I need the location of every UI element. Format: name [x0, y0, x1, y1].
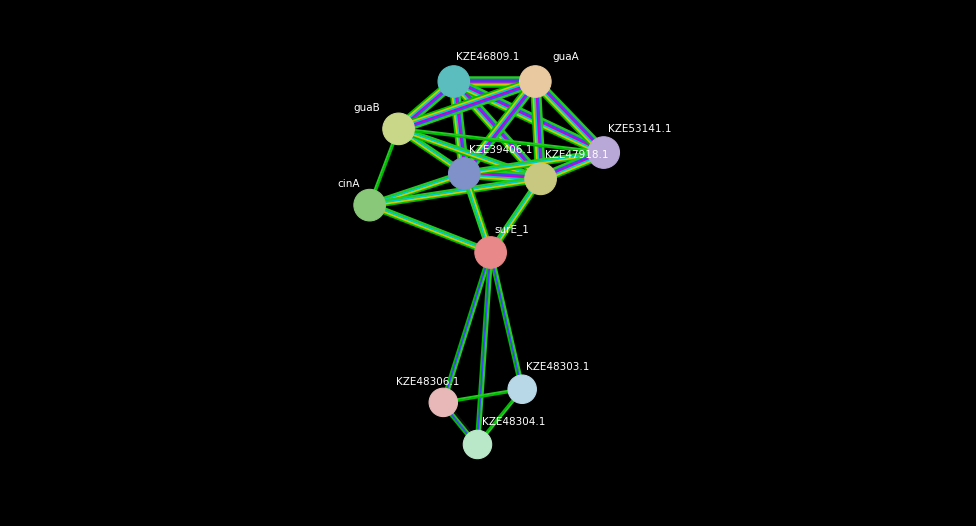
Circle shape: [519, 66, 551, 97]
Circle shape: [449, 158, 480, 189]
Circle shape: [464, 430, 492, 459]
Circle shape: [383, 113, 415, 145]
Text: surE_1: surE_1: [495, 224, 530, 235]
Text: KZE53141.1: KZE53141.1: [608, 124, 671, 134]
Text: KZE48303.1: KZE48303.1: [526, 362, 590, 372]
Circle shape: [525, 163, 556, 195]
Circle shape: [475, 237, 507, 268]
Text: guaB: guaB: [354, 103, 381, 113]
Text: KZE46809.1: KZE46809.1: [457, 52, 520, 62]
Circle shape: [588, 137, 620, 168]
Circle shape: [438, 66, 469, 97]
Text: KZE39406.1: KZE39406.1: [468, 145, 532, 155]
Circle shape: [508, 375, 537, 403]
Text: KZE47918.1: KZE47918.1: [545, 150, 608, 160]
Text: KZE48306.1: KZE48306.1: [396, 377, 460, 387]
Circle shape: [429, 388, 458, 417]
Text: KZE48304.1: KZE48304.1: [482, 417, 545, 427]
Circle shape: [354, 189, 386, 221]
Text: guaA: guaA: [552, 52, 580, 62]
Text: cinA: cinA: [337, 179, 359, 189]
